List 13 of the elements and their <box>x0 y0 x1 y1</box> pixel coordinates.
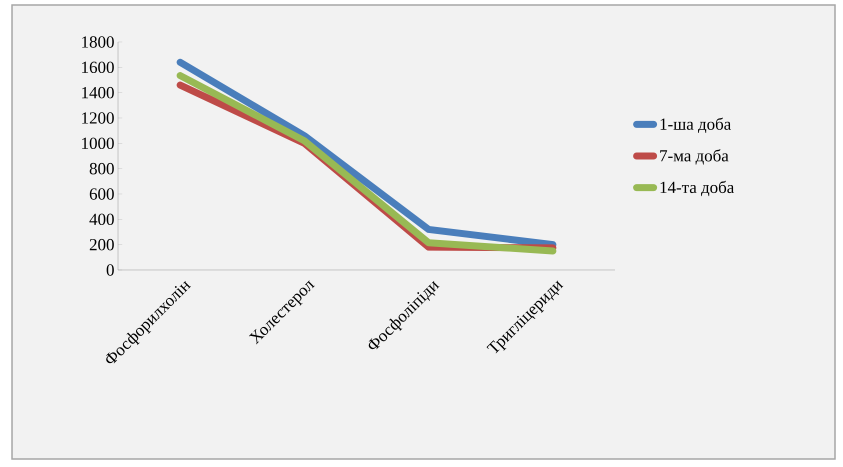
legend-label: 7-ма доба <box>660 149 729 165</box>
legend-label: 1-ша доба <box>660 118 731 133</box>
legend-label: 14-та доба <box>660 180 734 196</box>
y-tick-label: 1600 <box>82 62 114 74</box>
y-tick-label: 1200 <box>82 112 114 124</box>
y-tick-label: 800 <box>90 162 114 174</box>
y-tick-label: 400 <box>89 214 114 226</box>
y-tick-label: 0 <box>106 264 114 276</box>
y-tick-label: 1800 <box>82 36 114 48</box>
y-tick-label: 1000 <box>82 138 114 150</box>
y-tick-label: 1400 <box>82 86 114 98</box>
y-tick-label: 600 <box>90 188 114 200</box>
y-tick-label: 200 <box>90 238 114 250</box>
